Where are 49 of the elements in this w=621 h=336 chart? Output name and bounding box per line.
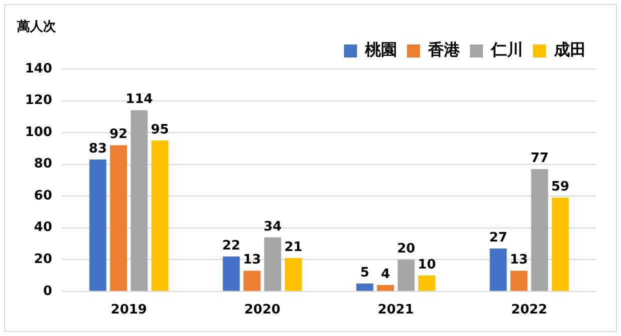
y-axis-title: 萬人次: [16, 19, 57, 34]
bar: [244, 270, 260, 291]
bar: [264, 237, 282, 291]
y-tick-label: 20: [34, 252, 52, 268]
data-label: 10: [418, 257, 436, 272]
y-tick-label: 120: [24, 93, 52, 108]
legend-label: 桃園: [364, 40, 397, 60]
data-label: 77: [530, 150, 549, 166]
y-tick-label: 140: [24, 61, 52, 76]
data-label: 5: [360, 265, 370, 280]
bar: [398, 260, 415, 291]
x-tick-label: 2021: [378, 302, 414, 318]
bar: [151, 140, 168, 291]
bar: [89, 160, 106, 291]
bar: [490, 248, 507, 291]
bar: [418, 276, 436, 291]
data-label: 27: [489, 230, 508, 246]
y-tick-label: 0: [43, 284, 52, 299]
data-label: 83: [88, 141, 107, 156]
y-tick-label: 40: [34, 220, 52, 236]
data-label: 59: [551, 180, 570, 195]
data-label: 95: [150, 122, 169, 138]
data-label: 21: [284, 240, 302, 255]
data-label: 13: [510, 252, 528, 268]
bar: [510, 270, 528, 291]
bar: [356, 283, 374, 291]
data-label: 34: [264, 219, 282, 234]
data-label: 13: [242, 252, 262, 268]
bar: [552, 198, 569, 291]
data-label: 114: [126, 92, 153, 108]
x-tick-label: 2022: [511, 302, 548, 318]
y-tick-label: 80: [34, 156, 52, 172]
bar: [284, 258, 302, 291]
data-label: 22: [222, 238, 240, 254]
bar: [376, 285, 394, 291]
bar: [222, 256, 240, 291]
legend-label: 仁川: [490, 40, 523, 60]
bar: [130, 110, 148, 291]
x-tick-label: 2020: [244, 302, 280, 318]
bar: [110, 145, 128, 291]
bar: [531, 169, 548, 291]
y-tick-label: 60: [34, 188, 52, 204]
legend-label: 成田: [553, 40, 586, 60]
data-label: 4: [380, 266, 390, 282]
data-label: 20: [397, 242, 416, 257]
x-tick-label: 2019: [110, 302, 147, 318]
legend-label: 香港: [427, 40, 461, 60]
data-label: 92: [109, 127, 128, 142]
y-tick-label: 100: [24, 124, 52, 140]
